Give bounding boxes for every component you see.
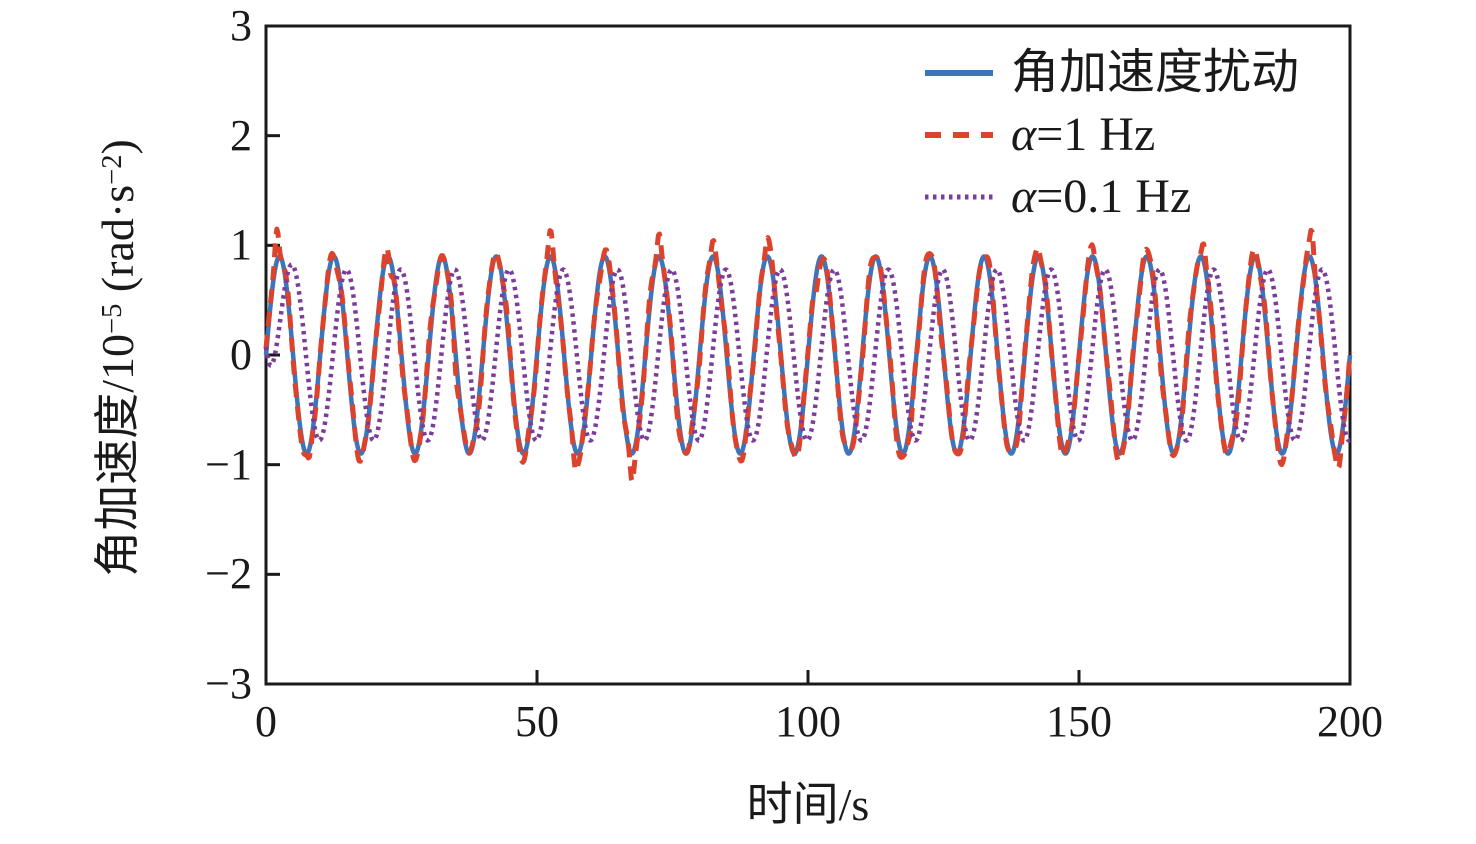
- y-axis-title-superscript: −5: [97, 303, 129, 335]
- y-tick-label: 3: [230, 1, 252, 50]
- y-tick-label: 2: [230, 110, 252, 160]
- legend-swatch-dotted-line: [925, 194, 993, 200]
- y-tick-label: −1: [205, 439, 252, 489]
- series-line-2-dotted: [263, 262, 1352, 443]
- legend-swatch-solid-line: [925, 70, 993, 76]
- x-axis-title: 时间/s: [746, 779, 870, 830]
- legend-label: α=0.1 Hz: [1011, 170, 1192, 223]
- legend-item-alpha-1hz: α=1 Hz: [924, 104, 1299, 166]
- y-tick-label: −3: [205, 659, 252, 708]
- y-axis-title-superscript: −2: [97, 154, 129, 185]
- x-tick-label: 50: [515, 697, 559, 746]
- y-tick-label: 0: [230, 330, 252, 379]
- x-tick-label: 100: [775, 697, 841, 746]
- legend: 角加速度扰动 α=1 Hz α=0.1 Hz: [924, 42, 1299, 228]
- legend-swatch-dashed-line: [925, 132, 993, 138]
- y-tick-label: −2: [205, 549, 252, 599]
- legend-item-disturbance: 角加速度扰动: [924, 42, 1299, 104]
- legend-item-alpha-0p1hz: α=0.1 Hz: [924, 166, 1299, 228]
- y-tick-label: 1: [230, 220, 252, 270]
- x-tick-label: 0: [255, 697, 277, 746]
- x-tick-label: 200: [1317, 697, 1383, 746]
- y-axis-title: 角加速度/10−5 (rad·s−2): [92, 139, 143, 577]
- legend-label: α=1 Hz: [1011, 108, 1156, 161]
- legend-label: 角加速度扰动: [1011, 46, 1300, 99]
- x-tick-label: 150: [1046, 697, 1112, 746]
- series-line-1-dashed: [263, 226, 1353, 484]
